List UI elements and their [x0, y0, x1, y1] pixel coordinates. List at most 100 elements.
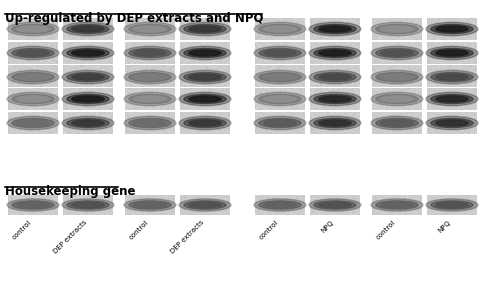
Ellipse shape — [12, 201, 54, 209]
Ellipse shape — [179, 116, 231, 130]
Ellipse shape — [381, 74, 413, 80]
Ellipse shape — [189, 202, 221, 208]
Ellipse shape — [426, 70, 478, 84]
Ellipse shape — [124, 199, 176, 211]
Ellipse shape — [319, 202, 351, 208]
Ellipse shape — [371, 199, 423, 211]
Ellipse shape — [381, 120, 413, 126]
Ellipse shape — [62, 22, 114, 36]
Ellipse shape — [309, 46, 361, 60]
Ellipse shape — [184, 49, 226, 58]
Ellipse shape — [309, 70, 361, 84]
Ellipse shape — [7, 199, 59, 211]
Ellipse shape — [376, 24, 418, 34]
Ellipse shape — [124, 92, 176, 106]
Ellipse shape — [431, 73, 473, 82]
Ellipse shape — [124, 46, 176, 60]
Ellipse shape — [129, 94, 171, 103]
Ellipse shape — [67, 49, 109, 58]
Ellipse shape — [314, 118, 356, 128]
Ellipse shape — [17, 120, 49, 126]
Ellipse shape — [371, 46, 423, 60]
Ellipse shape — [179, 70, 231, 84]
Ellipse shape — [67, 24, 109, 34]
Ellipse shape — [134, 120, 166, 126]
Ellipse shape — [72, 96, 104, 102]
Ellipse shape — [129, 24, 171, 34]
Ellipse shape — [259, 94, 301, 103]
Ellipse shape — [376, 49, 418, 58]
Ellipse shape — [17, 26, 49, 32]
Text: NPQ: NPQ — [320, 219, 335, 234]
Ellipse shape — [67, 118, 109, 128]
Ellipse shape — [179, 199, 231, 211]
Ellipse shape — [184, 118, 226, 128]
Ellipse shape — [259, 49, 301, 58]
Ellipse shape — [189, 26, 221, 32]
Ellipse shape — [184, 201, 226, 209]
Ellipse shape — [371, 116, 423, 130]
Ellipse shape — [62, 46, 114, 60]
Ellipse shape — [264, 50, 296, 56]
Ellipse shape — [376, 118, 418, 128]
Ellipse shape — [62, 116, 114, 130]
Ellipse shape — [17, 74, 49, 80]
Ellipse shape — [371, 92, 423, 106]
Ellipse shape — [426, 92, 478, 106]
Ellipse shape — [426, 116, 478, 130]
Ellipse shape — [371, 22, 423, 36]
Ellipse shape — [184, 94, 226, 103]
Ellipse shape — [431, 24, 473, 34]
Text: control: control — [376, 219, 397, 240]
Ellipse shape — [7, 22, 59, 36]
Ellipse shape — [179, 92, 231, 106]
Ellipse shape — [254, 70, 306, 84]
Ellipse shape — [7, 46, 59, 60]
Ellipse shape — [309, 199, 361, 211]
Text: Up-regulated by DEP extracts and NPQ: Up-regulated by DEP extracts and NPQ — [5, 12, 264, 25]
Ellipse shape — [7, 70, 59, 84]
Ellipse shape — [72, 50, 104, 56]
Ellipse shape — [264, 96, 296, 102]
Ellipse shape — [134, 96, 166, 102]
Ellipse shape — [376, 201, 418, 209]
Text: control: control — [258, 219, 280, 240]
Ellipse shape — [264, 202, 296, 208]
Ellipse shape — [381, 26, 413, 32]
Ellipse shape — [67, 201, 109, 209]
Ellipse shape — [309, 92, 361, 106]
Ellipse shape — [189, 96, 221, 102]
Text: DEP extracts: DEP extracts — [52, 219, 88, 255]
Ellipse shape — [319, 74, 351, 80]
Ellipse shape — [431, 49, 473, 58]
Ellipse shape — [264, 120, 296, 126]
Ellipse shape — [254, 116, 306, 130]
Ellipse shape — [124, 116, 176, 130]
Ellipse shape — [7, 92, 59, 106]
Text: control: control — [12, 219, 33, 240]
Ellipse shape — [72, 26, 104, 32]
Ellipse shape — [381, 96, 413, 102]
Ellipse shape — [134, 74, 166, 80]
Ellipse shape — [431, 201, 473, 209]
Ellipse shape — [129, 201, 171, 209]
Ellipse shape — [184, 24, 226, 34]
Ellipse shape — [426, 199, 478, 211]
Ellipse shape — [254, 46, 306, 60]
Ellipse shape — [314, 201, 356, 209]
Ellipse shape — [189, 74, 221, 80]
Ellipse shape — [62, 70, 114, 84]
Ellipse shape — [129, 73, 171, 82]
Ellipse shape — [309, 22, 361, 36]
Ellipse shape — [189, 50, 221, 56]
Ellipse shape — [12, 24, 54, 34]
Ellipse shape — [264, 26, 296, 32]
Ellipse shape — [309, 116, 361, 130]
Ellipse shape — [314, 24, 356, 34]
Text: control: control — [128, 219, 150, 240]
Ellipse shape — [134, 26, 166, 32]
Ellipse shape — [259, 118, 301, 128]
Ellipse shape — [436, 120, 468, 126]
Ellipse shape — [436, 26, 468, 32]
Ellipse shape — [129, 49, 171, 58]
